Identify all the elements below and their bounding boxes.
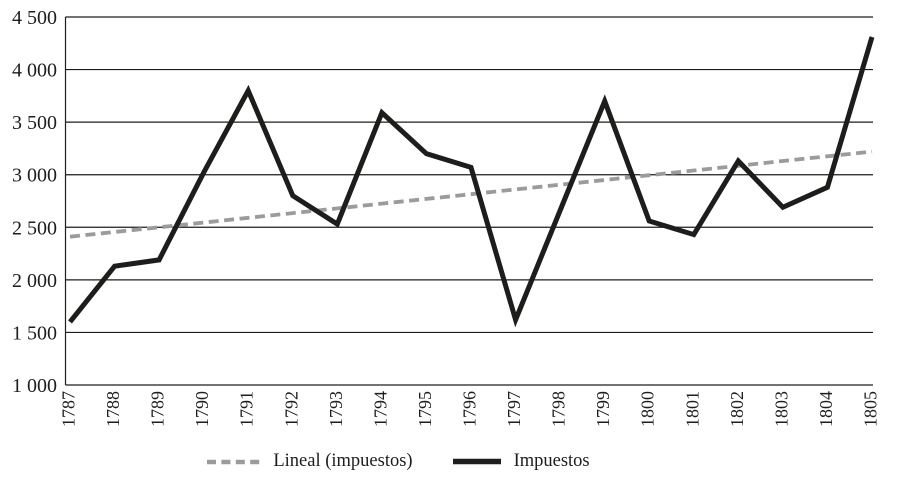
y-tick-label: 4 000 xyxy=(12,60,57,82)
x-tick-label: 1796 xyxy=(460,391,480,427)
y-tick-label: 2 500 xyxy=(12,217,57,239)
lineal-dashed-swatch-icon xyxy=(207,459,261,464)
impuestos-solid-swatch-icon xyxy=(452,458,501,465)
x-tick-label: 1804 xyxy=(816,391,836,427)
y-tick-label: 1 500 xyxy=(12,322,57,344)
x-tick-label: 1803 xyxy=(771,391,791,427)
x-tick-label: 1791 xyxy=(237,391,257,427)
y-tick-label: 4 500 xyxy=(12,7,57,29)
y-tick-label: 3 000 xyxy=(12,165,57,187)
x-tick-label: 1792 xyxy=(281,391,301,427)
legend-item-impuestos: Impuestos xyxy=(452,451,590,472)
series-line-impuestos xyxy=(68,36,875,328)
x-tick-label: 1805 xyxy=(861,391,881,427)
x-tick-label: 1788 xyxy=(103,391,123,427)
x-tick-label: 1800 xyxy=(638,391,658,427)
x-tick-label: 1790 xyxy=(192,391,212,427)
y-tick-label: 3 500 xyxy=(12,112,57,134)
x-tick-label: 1797 xyxy=(504,391,524,427)
legend-label-lineal: Lineal (impuestos) xyxy=(273,451,413,471)
legend-label-impuestos: Impuestos xyxy=(513,451,590,471)
x-tick-label: 1795 xyxy=(415,391,435,427)
x-tick-label: 1798 xyxy=(549,391,569,427)
x-tick-label: 1789 xyxy=(148,391,168,427)
x-tick-label: 1802 xyxy=(727,391,747,427)
x-tick-label: 1801 xyxy=(682,391,702,427)
plot-area: 1 000 1 500 2 000 2 500 3 000 3 500 4 000 4 500… xyxy=(12,7,881,427)
x-tick-label: 1794 xyxy=(370,391,390,427)
x-tick-label: 1799 xyxy=(593,391,613,427)
legend: Lineal (impuestos) Impuestos xyxy=(0,451,797,472)
x-tick-label: 1787 xyxy=(59,391,79,427)
y-tick-label: 1 000 xyxy=(12,375,57,397)
legend-item-lineal: Lineal (impuestos) xyxy=(207,451,413,472)
y-tick-label: 2 000 xyxy=(12,270,57,292)
x-tick-label: 1793 xyxy=(326,391,346,427)
